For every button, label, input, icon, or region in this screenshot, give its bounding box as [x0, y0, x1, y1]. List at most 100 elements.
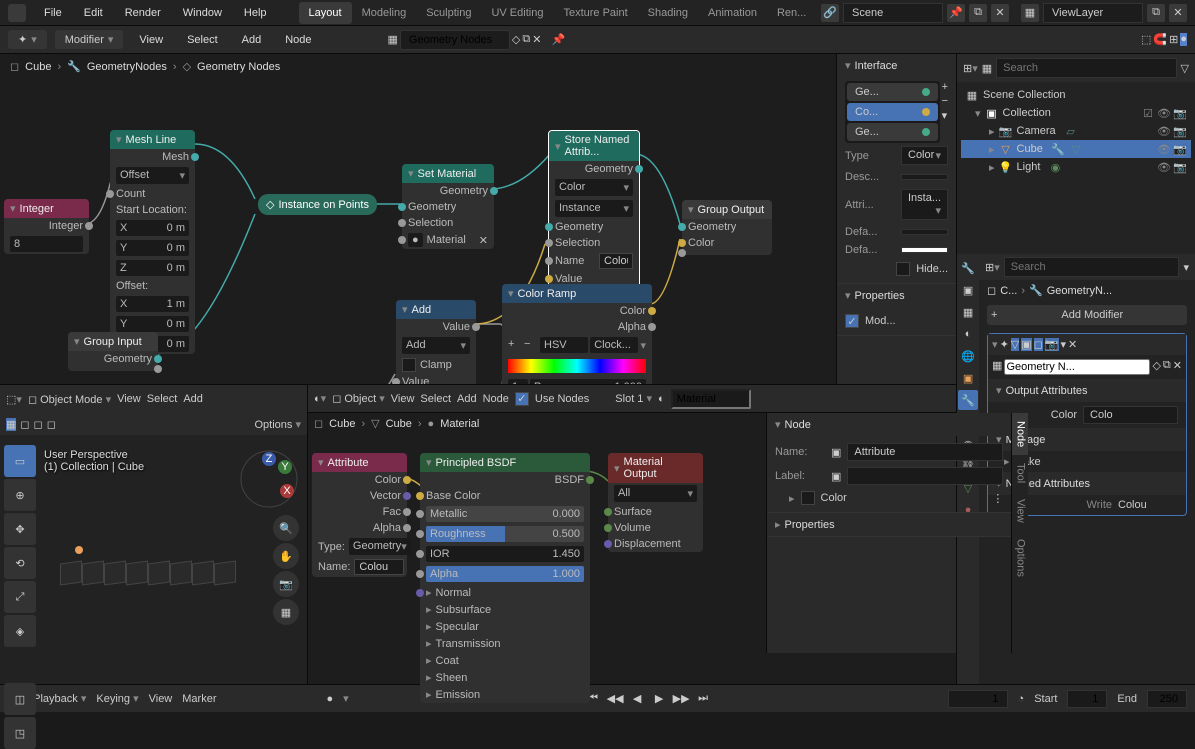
sna-type[interactable]: Color — [559, 181, 585, 194]
select-mode-4[interactable]: ◻ — [47, 418, 56, 431]
nav-pan[interactable]: ✋ — [273, 543, 299, 569]
sh-node[interactable]: Node — [483, 393, 509, 405]
sna-domain[interactable]: Instance — [559, 202, 601, 215]
play[interactable]: ▶ — [649, 689, 669, 709]
props-type[interactable]: ⊞▾ — [985, 261, 1000, 274]
ptab-view[interactable]: ▦ — [958, 302, 978, 322]
socket-remove[interactable]: − — [942, 95, 948, 107]
mod-realtime[interactable]: ▽ — [1011, 338, 1019, 351]
offset-x[interactable]: 1 m — [167, 298, 185, 310]
attr-type[interactable]: Geometry — [353, 540, 401, 553]
tab-uv[interactable]: UV Editing — [481, 2, 553, 24]
viewlayer-copy-icon[interactable]: ⧉ — [1147, 4, 1165, 22]
defa-color[interactable] — [901, 247, 948, 253]
outliner-filter[interactable]: ▽ — [1181, 62, 1189, 75]
tree-light[interactable]: ▸💡Light ◉ 👁📷 — [961, 158, 1191, 176]
sh-bc-mesh[interactable]: Cube — [386, 418, 412, 430]
tab-sculpting[interactable]: Sculpting — [416, 2, 481, 24]
node-mesh-line[interactable]: ▾Mesh Line Mesh Offset▾ Count Start Loca… — [110, 130, 195, 354]
add-op[interactable]: Add — [406, 339, 426, 352]
tl-playback[interactable]: Playback ▾ — [33, 692, 86, 705]
menu-file[interactable]: File — [34, 4, 72, 22]
scene-browse-icon[interactable]: 🔗 — [821, 4, 839, 22]
interface-panel-header[interactable]: ▾Interface — [837, 54, 956, 77]
tab-layout[interactable]: Layout — [299, 2, 352, 24]
mod-close[interactable]: ✕ — [1068, 338, 1077, 351]
mod-del[interactable]: ✕ — [1173, 359, 1182, 375]
mod-copy[interactable]: ⧉ — [1163, 359, 1171, 375]
pin-icon[interactable]: 📌 — [947, 4, 965, 22]
node-label-input[interactable] — [847, 467, 1003, 485]
modifier-dropdown[interactable]: Modifier ▾ — [55, 30, 124, 49]
copy-icon[interactable]: ⧉ — [969, 4, 987, 22]
color-menu[interactable]: ⋮ — [992, 492, 1003, 505]
sm-mat[interactable]: Material — [427, 234, 466, 246]
select-mode-2[interactable]: ◻ — [20, 418, 29, 431]
overlay-icon[interactable]: ⊞ — [1169, 33, 1178, 46]
cr-gradient[interactable] — [508, 359, 646, 373]
color-checkbox[interactable] — [801, 491, 815, 505]
properties-panel-header[interactable]: ▾Properties — [837, 284, 956, 307]
roughness-value[interactable]: 0.500 — [552, 528, 580, 540]
tool-add-cube[interactable]: ◳ — [4, 717, 36, 749]
sh-bc-mat[interactable]: Material — [440, 418, 479, 430]
tl-keying[interactable]: Keying ▾ — [96, 692, 138, 705]
nav-camera[interactable]: 📷 — [273, 571, 299, 597]
3d-viewport[interactable]: ⬚▾ ◻ Object Mode ▾ View Select Add Objec… — [0, 385, 308, 684]
close-icon[interactable]: ✕ — [991, 4, 1009, 22]
geometry-node-editor[interactable]: ◻ Cube › 🔧 GeometryNodes › ◇ Geometry No… — [0, 54, 956, 384]
geo-menu-node[interactable]: Node — [277, 31, 319, 49]
socket-item-1[interactable]: Co... — [847, 103, 938, 121]
sh-select[interactable]: Select — [420, 393, 451, 405]
select-mode-3[interactable]: ◻ — [34, 418, 43, 431]
offset-mode[interactable]: Offset — [120, 169, 149, 182]
bc-group[interactable]: Geometry Nodes — [197, 61, 280, 73]
tree-collection[interactable]: ▾▣Collection ☑👁📷 — [961, 104, 1191, 122]
tl-view[interactable]: View — [149, 693, 173, 705]
shader-editor[interactable]: ◐▾ ◻ Object ▾ View Select Add Node ✓ Use… — [308, 385, 956, 684]
tool-rotate[interactable]: ⟲ — [4, 547, 36, 579]
select-mode-1[interactable]: ▦ — [6, 418, 16, 431]
mod-render[interactable]: 📷 — [1045, 338, 1059, 351]
editor-type-dropdown[interactable]: ✦ ▾ — [8, 30, 47, 49]
key-next[interactable]: ▶▶ — [671, 689, 691, 709]
shader-type-dd[interactable]: ◐▾ — [314, 392, 326, 405]
bc-object[interactable]: Cube — [25, 61, 51, 73]
node-set-material[interactable]: ▾Set Material Geometry Geometry Selectio… — [402, 164, 494, 249]
cr-pos[interactable]: 1.000 — [614, 381, 642, 384]
menu-render[interactable]: Render — [115, 4, 171, 22]
ptab-render[interactable]: 🔧 — [958, 258, 978, 278]
start-z[interactable]: 0 m — [167, 262, 185, 274]
clamp-checkbox[interactable] — [402, 358, 416, 372]
mod-nodegroup-browse[interactable]: ▦ — [992, 359, 1002, 375]
nodegroup-pin2[interactable]: 📌 — [551, 33, 565, 46]
nodegroup-copy[interactable]: ⧉ — [522, 33, 530, 46]
mode-dropdown[interactable]: ◻ Object Mode ▾ — [28, 393, 111, 406]
mod-menu[interactable]: ▾ — [1061, 338, 1067, 351]
sphere-icon[interactable]: ● — [1180, 33, 1187, 46]
desc-input[interactable] — [901, 174, 948, 180]
tree-camera[interactable]: ▸📷Camera ▱ 👁📷 — [961, 122, 1191, 140]
node-color-ramp[interactable]: ▾Color Ramp Color Alpha + − HSV Clock...… — [502, 284, 652, 384]
menu-window[interactable]: Window — [173, 4, 232, 22]
sh-tab-view[interactable]: View — [1012, 491, 1028, 531]
nodegroup-pin[interactable]: ◇ — [512, 33, 520, 46]
mod-pin[interactable]: ◇ — [1152, 359, 1160, 375]
scene-name-input[interactable] — [843, 3, 943, 23]
cr-remove[interactable]: − — [524, 338, 538, 352]
outliner-search[interactable] — [996, 58, 1176, 78]
node-material-output[interactable]: ▾Material Output All▾ Surface Volume Dis… — [608, 453, 703, 552]
tab-animation[interactable]: Animation — [698, 2, 767, 24]
output-attrs-header[interactable]: ▾Output Attributes — [988, 379, 1186, 402]
metallic-value[interactable]: 0.000 — [552, 508, 580, 520]
tool-cursor[interactable]: ⊕ — [4, 479, 36, 511]
sh-view[interactable]: View — [391, 393, 415, 405]
tool-measure[interactable]: ◫ — [4, 683, 36, 715]
material-name[interactable] — [671, 389, 751, 409]
mat-browse[interactable]: ◐ — [658, 393, 665, 405]
node-group-output[interactable]: ▾Group Output Geometry Color — [682, 200, 772, 255]
viewlayer-close-icon[interactable]: ✕ — [1169, 4, 1187, 22]
tool-scale[interactable]: ⤢ — [4, 581, 36, 613]
editor-type-3d[interactable]: ⬚▾ — [6, 393, 22, 406]
nav-ortho[interactable]: ▦ — [273, 599, 299, 625]
